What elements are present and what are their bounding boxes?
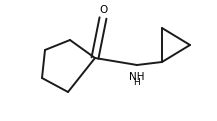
- Text: H: H: [134, 78, 140, 87]
- Text: NH: NH: [129, 72, 145, 82]
- Text: O: O: [99, 5, 107, 15]
